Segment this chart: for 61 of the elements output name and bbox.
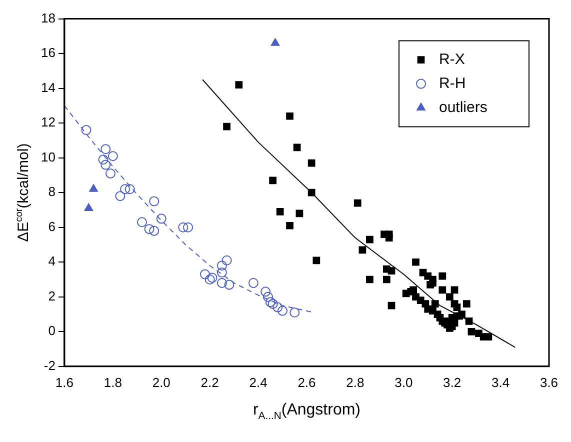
point	[268, 298, 278, 309]
point	[144, 224, 154, 234]
point	[156, 214, 166, 224]
y-tick-label: 2	[48, 288, 56, 304]
x-tick-label: 3.2	[443, 374, 462, 390]
point	[100, 144, 111, 154]
x-tick-label: 2.8	[346, 374, 364, 390]
y-tick-label: 12	[40, 114, 56, 130]
y-axis-title: ΔEcor(kcal/mol)	[14, 143, 32, 242]
y-tick-label: 10	[40, 149, 56, 164]
point	[120, 184, 130, 194]
point	[81, 125, 92, 136]
legend-label: R-X	[439, 50, 465, 68]
point	[149, 226, 160, 236]
y-tick-label: -2	[44, 358, 56, 373]
point	[204, 274, 215, 284]
point	[183, 222, 194, 232]
y-tick-label: 14	[40, 80, 56, 95]
x-tick-label: 2.2	[200, 374, 219, 390]
legend-label: R-H	[439, 74, 466, 92]
point	[278, 306, 288, 316]
y-tick-label: 8	[48, 184, 56, 200]
point	[207, 272, 218, 283]
point	[115, 191, 126, 202]
point	[84, 203, 94, 211]
x-tick-label: 2.4	[249, 374, 268, 390]
point	[272, 302, 283, 312]
point	[136, 217, 147, 228]
point	[100, 160, 111, 170]
x-tick-label: 1.8	[104, 374, 122, 390]
point	[149, 196, 160, 206]
x-tick-label: 3.0	[394, 374, 413, 390]
point	[216, 268, 227, 278]
point	[248, 278, 258, 288]
y-tick-label: 6	[48, 218, 56, 234]
y-tick-label: 0	[48, 323, 56, 338]
x-tick-label: 1.6	[55, 374, 74, 390]
x-tick-label: 3.6	[540, 374, 558, 390]
point	[105, 168, 116, 178]
point	[290, 308, 300, 318]
x-tick-label: 3.4	[492, 374, 510, 390]
y-tick-label: 18	[40, 10, 56, 26]
point	[224, 280, 234, 290]
point	[178, 222, 188, 232]
point	[270, 38, 280, 46]
point	[222, 255, 232, 266]
point	[262, 292, 273, 302]
x-tick-label: 2.6	[298, 374, 316, 390]
x-tick-label: 2.0	[152, 374, 170, 390]
point	[200, 269, 210, 280]
point	[260, 286, 271, 297]
y-tick-label: 16	[40, 45, 56, 60]
point	[265, 297, 276, 308]
point	[98, 154, 108, 165]
y-tick-label: 4	[48, 254, 56, 269]
legend-label: outliers	[439, 98, 488, 116]
point	[89, 184, 98, 192]
point	[216, 278, 227, 288]
point	[108, 151, 118, 162]
point	[216, 260, 227, 271]
point	[124, 184, 135, 194]
